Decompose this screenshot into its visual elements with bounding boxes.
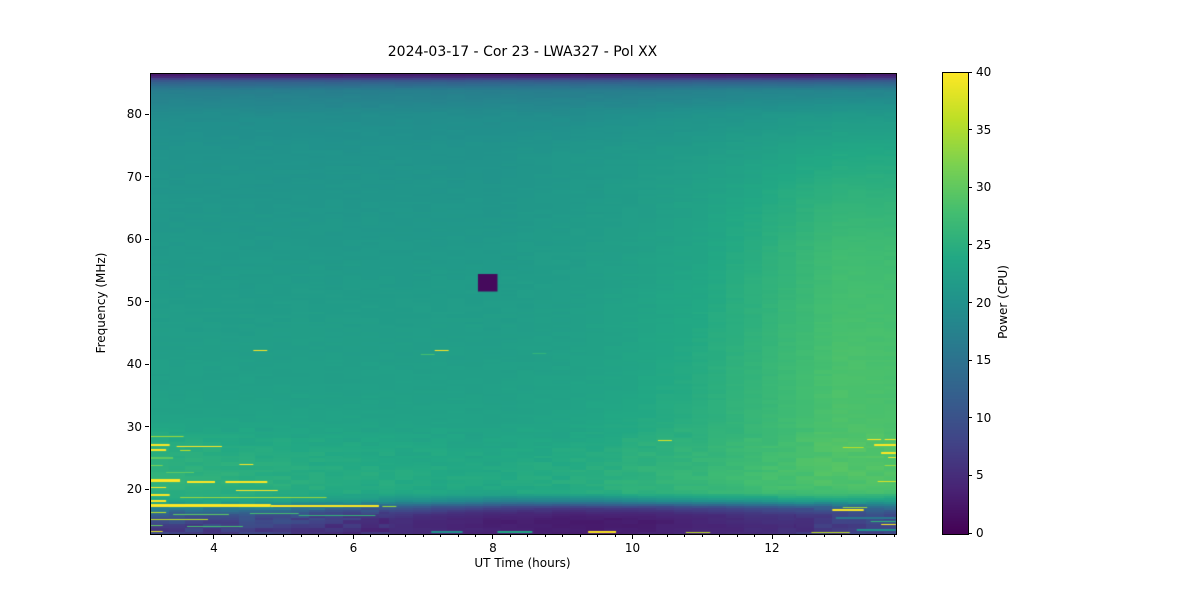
colorbar-tick-label: 30 — [976, 180, 992, 195]
colorbar-tick — [968, 186, 972, 188]
y-tick-label: 60 — [126, 232, 142, 247]
x-minor-tick — [579, 535, 581, 537]
y-major-tick — [145, 238, 149, 240]
y-tick-label: 30 — [126, 419, 142, 434]
colorbar-tick — [968, 359, 972, 361]
y-major-tick — [145, 301, 149, 303]
x-minor-tick — [544, 535, 546, 537]
y-tick-label: 50 — [126, 294, 142, 309]
x-minor-tick — [527, 535, 529, 537]
x-minor-tick — [283, 535, 285, 537]
colorbar-tick-label: 15 — [976, 353, 992, 368]
x-minor-tick — [649, 535, 651, 537]
colorbar-tick — [968, 417, 972, 419]
x-minor-tick — [719, 535, 721, 537]
x-minor-tick — [509, 535, 511, 537]
x-minor-tick — [736, 535, 738, 537]
x-minor-tick — [422, 535, 424, 537]
colorbar-tick-label: 10 — [976, 410, 992, 425]
x-tick-label: 12 — [764, 541, 780, 555]
x-minor-tick — [562, 535, 564, 537]
colorbar-gradient — [943, 73, 968, 534]
x-minor-tick — [440, 535, 442, 537]
x-minor-tick — [161, 535, 163, 537]
y-tick-label: 20 — [126, 482, 142, 497]
colorbar-tick-label: 5 — [976, 468, 984, 483]
x-major-tick — [632, 535, 633, 539]
x-minor-tick — [265, 535, 267, 537]
x-minor-tick — [684, 535, 686, 537]
x-minor-tick — [858, 535, 860, 537]
plot-title: 2024-03-17 - Cor 23 - LWA327 - Pol XX — [387, 44, 658, 60]
x-minor-tick — [614, 535, 616, 537]
x-minor-tick — [666, 535, 668, 537]
y-tick-label: 80 — [126, 107, 142, 122]
colorbar-tick — [968, 244, 972, 246]
x-minor-tick — [405, 535, 407, 537]
x-minor-tick — [701, 535, 703, 537]
x-minor-tick — [754, 535, 756, 537]
x-minor-tick — [335, 535, 337, 537]
y-axis-label: Frequency (MHz) — [94, 252, 108, 354]
x-major-tick — [213, 535, 215, 539]
x-minor-tick — [788, 535, 790, 537]
colorbar-tick — [968, 474, 972, 476]
x-minor-tick — [457, 535, 459, 537]
x-minor-tick — [300, 535, 302, 537]
colorbar-tick-label: 25 — [976, 237, 992, 252]
colorbar-tick — [968, 302, 972, 303]
y-major-tick — [145, 426, 149, 428]
colorbar-tick — [968, 129, 972, 131]
plot-area — [150, 73, 897, 535]
colorbar-tick — [968, 532, 972, 534]
x-major-tick — [352, 535, 354, 539]
x-minor-tick — [876, 535, 878, 537]
x-minor-tick — [248, 535, 250, 537]
spectrogram-canvas — [151, 74, 896, 534]
x-minor-tick — [806, 535, 808, 537]
x-minor-tick — [318, 535, 320, 537]
y-major-tick — [145, 363, 149, 365]
colorbar-label: Power (CPU) — [996, 265, 1010, 339]
x-tick-label: 10 — [624, 541, 641, 555]
x-tick-label: 4 — [210, 541, 218, 555]
y-tick-label: 70 — [126, 169, 142, 184]
y-major-tick — [145, 113, 149, 115]
y-major-tick — [145, 488, 149, 490]
colorbar-tick-label: 40 — [976, 65, 992, 79]
x-minor-tick — [823, 535, 825, 537]
x-tick-label: 8 — [489, 541, 497, 555]
colorbar-tick — [968, 71, 972, 73]
colorbar-tick-label: 0 — [976, 526, 984, 540]
x-minor-tick — [841, 535, 843, 537]
colorbar-tick-label: 35 — [976, 122, 992, 137]
x-minor-tick — [370, 535, 372, 537]
x-minor-tick — [387, 535, 389, 537]
colorbar — [942, 72, 969, 535]
x-major-tick — [492, 535, 494, 539]
x-minor-tick — [475, 535, 477, 537]
x-axis-label: UT Time (hours) — [474, 556, 571, 570]
x-minor-tick — [230, 535, 232, 537]
x-minor-tick — [178, 535, 180, 537]
x-tick-label: 6 — [349, 541, 358, 555]
x-minor-tick — [893, 535, 895, 537]
x-minor-tick — [597, 535, 599, 537]
x-major-tick — [771, 535, 773, 539]
x-minor-tick — [196, 535, 198, 537]
y-tick-label: 40 — [126, 357, 142, 372]
colorbar-tick-label: 20 — [976, 295, 992, 310]
y-major-tick — [145, 176, 149, 178]
